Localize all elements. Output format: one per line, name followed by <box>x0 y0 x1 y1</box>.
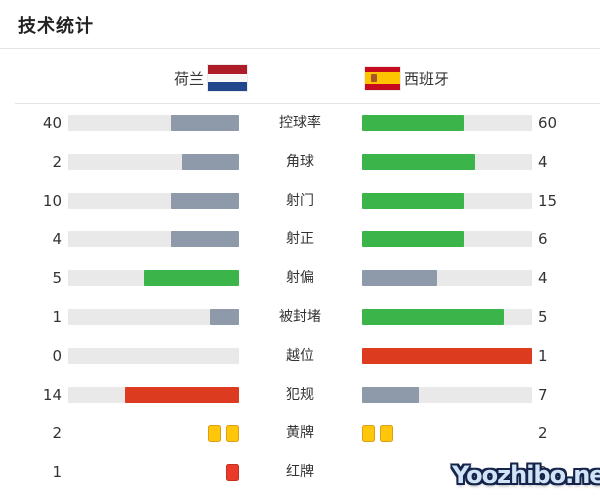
yellow-card-icon <box>362 425 375 443</box>
stat-row: 14 犯规 7 <box>0 376 600 415</box>
stat-value-home: 4 <box>52 230 62 249</box>
away-bar-track <box>362 231 532 248</box>
home-bar-fill <box>170 231 239 248</box>
stat-value-home: 2 <box>52 424 62 443</box>
stat-label: 射门 <box>286 192 314 209</box>
spain-flag-icon <box>365 66 400 90</box>
home-bar-track <box>68 115 239 131</box>
team-home-header: 荷兰 <box>0 64 247 92</box>
red-card-icon <box>226 464 239 482</box>
stat-value-away: 1 <box>538 346 548 365</box>
away-bar-fill <box>362 308 504 325</box>
home-cards <box>68 425 239 443</box>
stat-row: 2 黄牌 2 <box>0 414 600 453</box>
stat-label: 红牌 <box>286 464 314 481</box>
stat-row: 40 控球率 60 <box>0 104 600 143</box>
stat-value-away: 15 <box>538 191 558 210</box>
stat-value-home: 0 <box>52 346 62 365</box>
yellow-card-icon <box>380 425 393 443</box>
away-bar-fill <box>362 231 464 248</box>
home-bar-fill <box>170 192 239 209</box>
away-bar-fill <box>362 347 532 364</box>
home-bar-track <box>68 270 239 287</box>
stat-label: 黄牌 <box>286 425 314 442</box>
home-bar-fill <box>182 153 239 170</box>
home-cards <box>68 464 239 482</box>
away-bar-fill <box>362 386 419 403</box>
stat-value-away: 0 <box>538 463 548 482</box>
stat-value-away: 2 <box>538 424 548 443</box>
home-bar-track <box>68 386 239 403</box>
away-bar-track <box>362 192 532 209</box>
stat-row: 0 越位 1 <box>0 337 600 376</box>
yellow-card-icon <box>226 425 239 443</box>
stat-label: 射偏 <box>286 270 314 287</box>
stat-label: 被封堵 <box>279 308 321 325</box>
team-away-header: 西班牙 <box>365 64 453 92</box>
away-bar-track <box>362 115 532 131</box>
stat-row: 1 红牌 0 <box>0 453 600 492</box>
stat-value-home: 1 <box>52 307 62 326</box>
away-bar-fill <box>362 115 464 131</box>
away-bar-track <box>362 347 532 364</box>
stat-value-away: 7 <box>538 385 548 404</box>
stat-value-away: 4 <box>538 152 548 171</box>
stats-rows: 40 控球率 60 2 角球 4 10 射门 15 4 射正 6 5 射偏 4 1 被封堵 5 0 越位 1 14 犯规 7 2… <box>0 104 600 492</box>
divider <box>0 48 600 49</box>
home-bar-fill <box>143 270 239 287</box>
stat-row: 5 射偏 4 <box>0 259 600 298</box>
home-bar-fill <box>170 115 239 131</box>
home-bar-track <box>68 192 239 209</box>
stat-value-away: 60 <box>538 114 558 132</box>
stat-label: 犯规 <box>286 386 314 403</box>
away-cards <box>362 425 532 443</box>
stat-label: 越位 <box>286 347 314 364</box>
stat-value-home: 10 <box>42 191 62 210</box>
page-title: 技术统计 <box>18 16 94 37</box>
away-bar-track <box>362 386 532 403</box>
stat-row: 4 射正 6 <box>0 220 600 259</box>
home-bar-track <box>68 308 239 325</box>
away-bar-track <box>362 153 532 170</box>
home-bar-track <box>68 153 239 170</box>
stat-row: 10 射门 15 <box>0 182 600 221</box>
away-bar-track <box>362 308 532 325</box>
divider <box>15 103 600 104</box>
away-bar-fill <box>362 153 476 170</box>
watermark: Yoozhibo.net <box>452 461 600 489</box>
stat-value-home: 1 <box>52 463 62 482</box>
away-bar-track <box>362 270 532 287</box>
netherlands-flag-icon <box>208 65 247 92</box>
stat-row: 2 角球 4 <box>0 143 600 182</box>
home-bar-track <box>68 347 239 364</box>
stat-value-away: 6 <box>538 230 548 249</box>
away-bar-fill <box>362 192 464 209</box>
away-bar-fill <box>362 270 438 287</box>
home-bar-track <box>68 231 239 248</box>
stat-value-home: 5 <box>52 269 62 288</box>
home-bar-fill <box>210 308 239 325</box>
stat-row: 1 被封堵 5 <box>0 298 600 337</box>
spain-emblem-icon <box>371 73 377 82</box>
stat-value-home: 40 <box>42 114 62 132</box>
yellow-card-icon <box>208 425 221 443</box>
stat-value-home: 2 <box>52 152 62 171</box>
team-away-name: 西班牙 <box>404 69 450 88</box>
team-home-name: 荷兰 <box>173 69 204 88</box>
home-bar-fill <box>124 386 239 403</box>
stat-label: 角球 <box>286 153 314 170</box>
stat-value-home: 14 <box>42 385 62 404</box>
stat-value-away: 5 <box>538 307 548 326</box>
stat-label: 射正 <box>286 231 314 248</box>
stat-value-away: 4 <box>538 269 548 288</box>
stat-label: 控球率 <box>279 115 321 131</box>
